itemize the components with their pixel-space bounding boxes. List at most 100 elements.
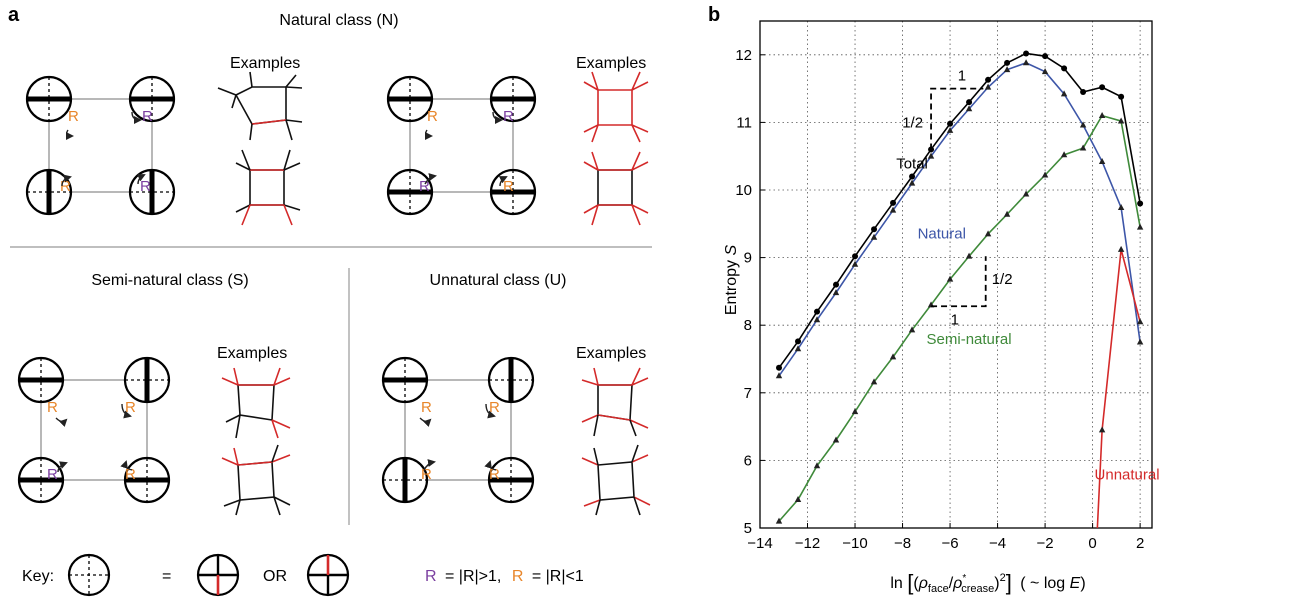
series-line-natural xyxy=(778,62,1141,377)
key-circle-red-upper xyxy=(306,553,350,597)
key-circle-red-lower xyxy=(196,553,240,597)
panel-a-canvas: a Natural class (N) R R R R Examples xyxy=(8,4,652,597)
rotation-arrow-icon xyxy=(492,111,503,124)
x-label-paren-close: ) xyxy=(994,575,999,592)
x-tick-label: −2 xyxy=(1037,535,1054,552)
r-label: R xyxy=(60,178,71,195)
rotation-arrow-icon xyxy=(498,176,508,187)
data-point xyxy=(814,308,821,315)
data-point xyxy=(984,230,992,237)
data-point xyxy=(1041,68,1049,75)
series-line-total xyxy=(778,52,1141,369)
x-tick-label: 2 xyxy=(1136,535,1144,552)
data-point xyxy=(794,345,802,352)
panel-b-letter: b xyxy=(708,4,720,26)
data-point xyxy=(889,206,897,213)
data-point xyxy=(1060,90,1068,97)
data-point xyxy=(833,281,840,288)
slope-triangle-lower xyxy=(931,256,987,308)
data-point xyxy=(870,233,878,240)
plot-frame xyxy=(759,20,1153,529)
data-point xyxy=(946,126,954,133)
x-label-crease: crease xyxy=(961,583,994,595)
data-point xyxy=(966,99,973,106)
data-point xyxy=(1137,200,1144,207)
data-point xyxy=(965,105,973,112)
unnatural-diagram: R R R R xyxy=(383,358,533,502)
series-label-semi-natural: Semi-natural xyxy=(927,331,1012,348)
x-label-face: face xyxy=(928,583,949,595)
slope-rise-label: 1/2 xyxy=(992,271,1013,288)
data-point xyxy=(775,517,783,524)
slope-triangle-upper xyxy=(930,87,984,150)
r-label: R xyxy=(47,466,58,483)
rotation-arrow-icon xyxy=(65,129,74,140)
r-label: R xyxy=(142,108,153,125)
rotation-arrow-icon xyxy=(423,459,436,471)
x-label-E: E xyxy=(1070,575,1081,592)
examples-label: Examples xyxy=(217,345,287,362)
r-label: R xyxy=(512,568,524,585)
rotation-arrow-icon xyxy=(424,173,437,185)
data-point xyxy=(947,120,954,127)
r-label: R xyxy=(489,399,500,416)
slope-run-label: 1 xyxy=(951,311,959,328)
key-circle-plain xyxy=(67,553,111,597)
data-point xyxy=(1003,210,1011,217)
legend-gt-text: = |R|>1, xyxy=(445,568,501,585)
data-point xyxy=(1060,151,1068,158)
chart-annotations: Total Natural Semi-natural Unnatural 1 1/2 1 1/… xyxy=(896,68,1159,484)
r-label: R xyxy=(47,399,58,416)
x-tick-label: −12 xyxy=(795,535,820,552)
examples-label: Examples xyxy=(576,345,646,362)
data-point xyxy=(908,179,916,186)
x-label-bracket-close: ] xyxy=(1006,570,1012,595)
data-point xyxy=(851,408,859,415)
r-label: R xyxy=(140,178,151,195)
rotation-arrow-icon xyxy=(121,403,132,419)
x-tick-label: −4 xyxy=(989,535,1006,552)
key-label: Key: xyxy=(22,568,54,585)
x-label-rho2: ρ xyxy=(952,575,962,592)
data-point xyxy=(832,436,840,443)
panel-b: b −14 −12 −10 −8 −6 −4 −2 0 2 5 6 7 8 9 10 11 12 Total Na… xyxy=(690,0,1292,607)
unnatural-example-a xyxy=(581,367,649,437)
data-point xyxy=(1080,88,1087,95)
natural-example-1a xyxy=(217,71,303,141)
y-tick-label: 9 xyxy=(744,250,752,267)
y-tick-label: 10 xyxy=(735,182,752,199)
rotation-arrow-icon xyxy=(419,417,432,428)
data-point xyxy=(1118,93,1125,100)
natural-diagram-1: R R R R xyxy=(27,77,174,214)
data-point xyxy=(794,496,802,503)
data-point xyxy=(795,338,802,345)
x-tick-label: −10 xyxy=(842,535,867,552)
data-point xyxy=(1098,426,1106,433)
data-point xyxy=(1117,117,1125,124)
r-label: R xyxy=(427,108,438,125)
y-tick-label: 6 xyxy=(744,452,752,469)
r-label: R xyxy=(125,399,136,416)
data-point xyxy=(832,289,840,296)
y-tick-label: 7 xyxy=(744,385,752,402)
semi-natural-diagram: R R R R xyxy=(19,358,169,502)
data-point xyxy=(946,275,954,282)
r-label: R xyxy=(503,178,514,195)
x-label-tail: ( ~ log xyxy=(1020,575,1069,592)
panel-a-letter: a xyxy=(8,4,20,26)
natural-diagram-2: R R R R xyxy=(388,77,535,214)
data-point xyxy=(1136,318,1144,325)
data-point xyxy=(1136,223,1144,230)
r-label: R xyxy=(503,108,514,125)
data-point xyxy=(1117,245,1125,252)
data-point xyxy=(1022,190,1030,197)
data-point xyxy=(1022,59,1030,66)
unnatural-example-b xyxy=(581,444,651,516)
r-label: R xyxy=(421,466,432,483)
y-tick-label: 8 xyxy=(744,317,752,334)
data-point xyxy=(813,462,821,469)
data-point xyxy=(870,378,878,385)
data-point xyxy=(851,260,859,267)
y-axis-label-text: Entropy xyxy=(723,256,740,316)
